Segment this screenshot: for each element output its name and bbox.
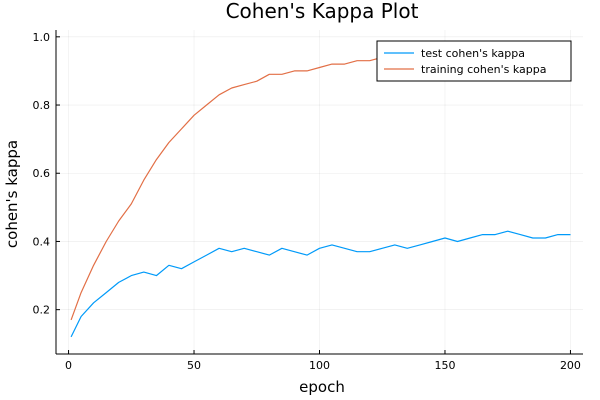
x-tick-label: 200 — [560, 359, 581, 372]
y-tick-label: 0.6 — [33, 167, 51, 180]
x-tick-label: 100 — [309, 359, 330, 372]
legend-entry-test: test cohen's kappa — [421, 47, 525, 60]
legend-entry-training: training cohen's kappa — [421, 63, 546, 76]
y-tick-label: 0.4 — [33, 235, 51, 248]
series-lines — [70, 43, 571, 338]
y-tick-label: 0.2 — [33, 304, 51, 317]
x-tick-label: 50 — [187, 359, 201, 372]
chart-title: Cohen's Kappa Plot — [226, 0, 419, 23]
series-training-line — [70, 43, 571, 321]
x-tick-label: 0 — [65, 359, 72, 372]
y-tick-label: 0.8 — [33, 99, 51, 112]
legend: test cohen's kappa training cohen's kapp… — [376, 40, 572, 82]
series-test-line — [70, 230, 571, 338]
axes — [55, 30, 583, 355]
y-tick-label: 1.0 — [33, 31, 51, 44]
grid-lines — [56, 30, 583, 354]
x-tick-label: 150 — [434, 359, 455, 372]
legend-box — [376, 40, 572, 82]
tick-labels: 0 50 100 150 200 0.2 0.4 0.6 0.8 1.0 — [33, 31, 581, 372]
y-axis-label: cohen's kappa — [3, 140, 21, 248]
x-axis-label: epoch — [299, 378, 345, 396]
